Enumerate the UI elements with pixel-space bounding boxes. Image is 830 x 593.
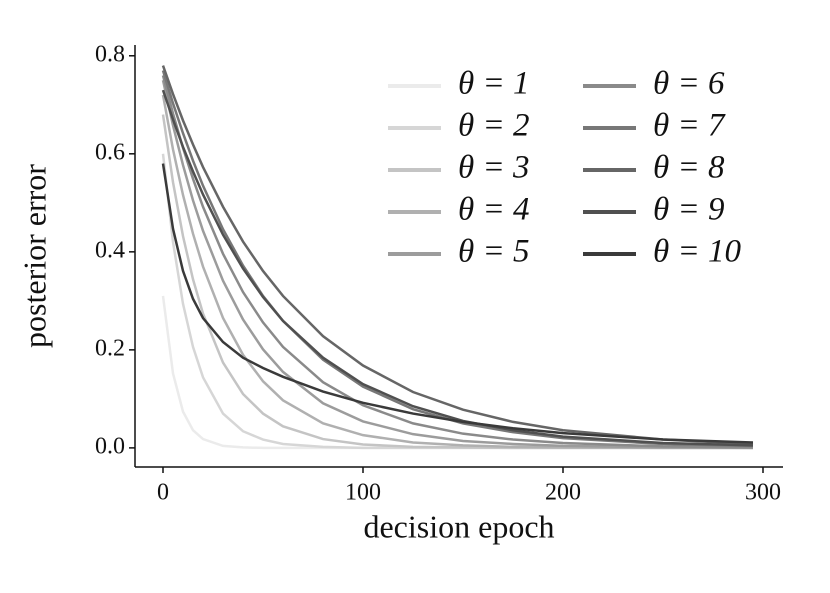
y-tick-label: 0.8	[95, 41, 125, 67]
series-line	[161, 75, 754, 449]
series-line	[161, 65, 754, 446]
y-tick-label: 0.6	[95, 139, 125, 165]
series-line	[161, 163, 754, 444]
y-tick-label: 0.4	[95, 237, 125, 263]
legend-label: θ = 1	[458, 66, 529, 102]
series-line	[161, 89, 754, 447]
legend-label: θ = 7	[653, 108, 726, 144]
x-axis-label: decision epoch	[363, 508, 554, 544]
x-tick-label: 0	[157, 480, 169, 506]
y-tick-label: 0.2	[95, 335, 125, 361]
legend-label: θ = 5	[458, 234, 529, 270]
series-line	[161, 295, 753, 450]
legend-label: θ = 8	[653, 150, 725, 186]
legend-label: θ = 4	[458, 192, 529, 228]
legend-label: θ = 2	[458, 108, 529, 144]
legend-label: θ = 6	[653, 66, 725, 102]
series-line	[161, 80, 754, 450]
x-tick-label: 100	[345, 480, 381, 506]
y-tick-label: 0.0	[95, 433, 125, 459]
x-tick-label: 300	[745, 480, 781, 506]
series-line	[161, 94, 753, 450]
legend-label: θ = 10	[653, 234, 741, 270]
legend-label: θ = 3	[458, 150, 529, 186]
legend-label: θ = 9	[653, 192, 724, 228]
y-axis-label: posterior error	[16, 164, 52, 348]
x-tick-label: 200	[545, 480, 581, 506]
